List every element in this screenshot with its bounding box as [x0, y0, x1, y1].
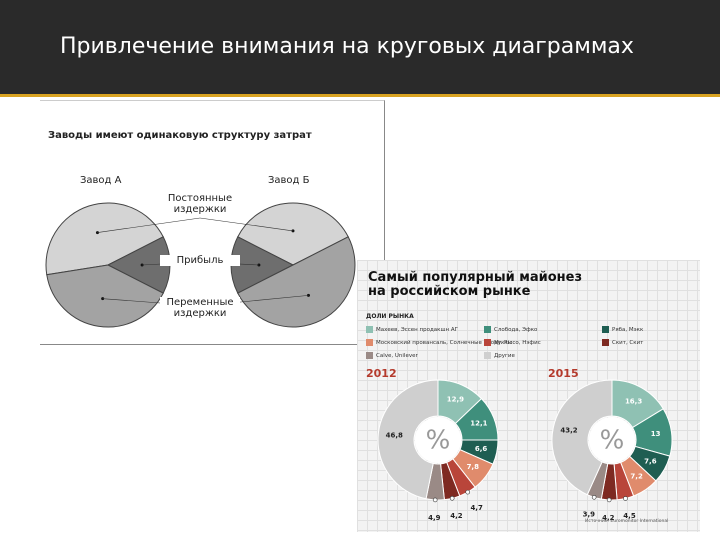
value-label: 12,1 [470, 420, 487, 428]
pointer-dot [449, 495, 455, 501]
legend-swatch [366, 326, 373, 333]
legend-label: Слобода, Эфко [494, 327, 538, 333]
donut-slice [377, 379, 439, 500]
pie-name: Завод А [80, 175, 122, 186]
chart-title: Самый популярный майонез на российском р… [368, 270, 583, 299]
pointer-dot [465, 489, 471, 495]
value-label: 4,2 [450, 512, 463, 520]
year-label: 2015 [548, 367, 579, 380]
year-label: 2012 [366, 367, 397, 380]
legend-swatch [484, 339, 491, 346]
chart-title: Заводы имеют одинаковую структуру затрат [48, 130, 312, 141]
legend-swatch [602, 326, 609, 333]
pointer-line [97, 217, 201, 233]
legend-label: Calve, Unilever [376, 353, 418, 359]
pie-slice [237, 236, 356, 328]
value-label: 7,2 [630, 472, 643, 480]
value-label: 7,6 [644, 458, 657, 466]
donut-hole [589, 417, 635, 463]
slice-label: Прибыль [160, 255, 240, 266]
source: Источник: Euromonitor International [585, 518, 668, 524]
donut-slice [551, 379, 613, 496]
pointer-dot [606, 497, 612, 503]
legend-swatch [366, 339, 373, 346]
value-label: 4,7 [470, 504, 483, 512]
value-label: 16,3 [625, 398, 642, 406]
legend-swatch [484, 326, 491, 333]
value-label: 4,9 [428, 514, 441, 522]
legend-swatch [484, 352, 491, 359]
slice-label: Постоянные издержки [160, 193, 240, 215]
legend-swatch [602, 339, 609, 346]
slide-title: Привлечение внимания на круговых диаграм… [60, 34, 634, 59]
value-label: 6,6 [475, 445, 488, 453]
pointer-dot [591, 494, 597, 500]
value-label: 4,5 [623, 512, 636, 520]
pie-slice [45, 202, 164, 276]
value-label: 3,9 [583, 510, 596, 518]
pointer-line [199, 217, 294, 232]
value-label: 12,9 [447, 396, 464, 404]
pie-slice [237, 202, 349, 266]
legend-swatch [366, 352, 373, 359]
pointer-dot [432, 497, 438, 503]
header-band [0, 0, 720, 97]
value-label: 13 [651, 430, 661, 438]
legend-label: Другие [494, 353, 516, 359]
pie-slice [46, 264, 164, 328]
pie-name: Завод Б [268, 175, 310, 186]
value-label: 7,8 [467, 463, 480, 471]
value-label: 43,2 [560, 427, 577, 435]
slice-label: Переменные издержки [160, 297, 240, 319]
chart-subtitle: ДОЛИ РЫНКА [366, 313, 414, 320]
legend-label: Mr. Ricco, Нэфис [494, 340, 541, 346]
chart1-frame [40, 100, 385, 345]
pointer-dot [623, 496, 628, 501]
donut-hole [415, 417, 461, 463]
legend-label: Махеев, Эссен продакшн АГ [376, 327, 459, 333]
legend-label: Ряба, Мэкк [612, 327, 644, 333]
center-label: % [426, 426, 451, 456]
center-label: % [600, 426, 625, 456]
legend-label: Скит, Скит [612, 340, 644, 346]
value-label: 46,8 [386, 432, 403, 440]
legend-label: Московский провансаль, Солнечные продукт… [376, 339, 512, 346]
value-label: 4,2 [602, 514, 615, 522]
